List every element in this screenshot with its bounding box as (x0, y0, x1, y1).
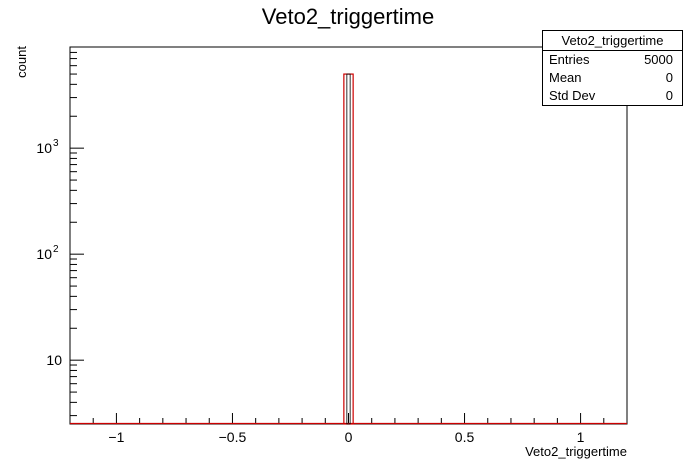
x-tick-label: 0.5 (455, 429, 475, 445)
stats-row-mean: Mean 0 (543, 69, 682, 87)
histogram-bin (343, 73, 354, 425)
stats-label-stddev: Std Dev (549, 88, 596, 103)
stats-value-mean: 0 (665, 70, 673, 85)
y-tick-label: 10 (46, 352, 62, 368)
x-tick-label: −1 (108, 429, 124, 445)
stats-value-stddev: 0 (665, 88, 673, 103)
y-tick-label: 10 (36, 140, 52, 156)
y-tick-label: 10 (36, 246, 52, 262)
x-tick-label: 1 (577, 429, 585, 445)
stats-row-stddev: Std Dev 0 (543, 87, 682, 105)
stats-title: Veto2_triggertime (543, 31, 682, 51)
stats-label-mean: Mean (549, 70, 582, 85)
x-axis-label: Veto2_triggertime (525, 444, 627, 459)
chart-title: Veto2_triggertime (261, 4, 435, 29)
y-tick-exponent: 3 (53, 138, 59, 149)
stats-label-entries: Entries (549, 52, 590, 67)
y-axis-label: count (14, 46, 29, 78)
histogram-bin-inner (346, 73, 351, 425)
stats-row-entries: Entries 5000 (543, 51, 682, 69)
x-tick-label: 0 (345, 429, 353, 445)
stats-value-entries: 5000 (644, 52, 673, 67)
x-tick-label: −0.5 (219, 429, 247, 445)
stats-box: Veto2_triggertime Entries 5000 Mean 0 St… (542, 30, 683, 106)
y-tick-exponent: 2 (53, 244, 59, 255)
